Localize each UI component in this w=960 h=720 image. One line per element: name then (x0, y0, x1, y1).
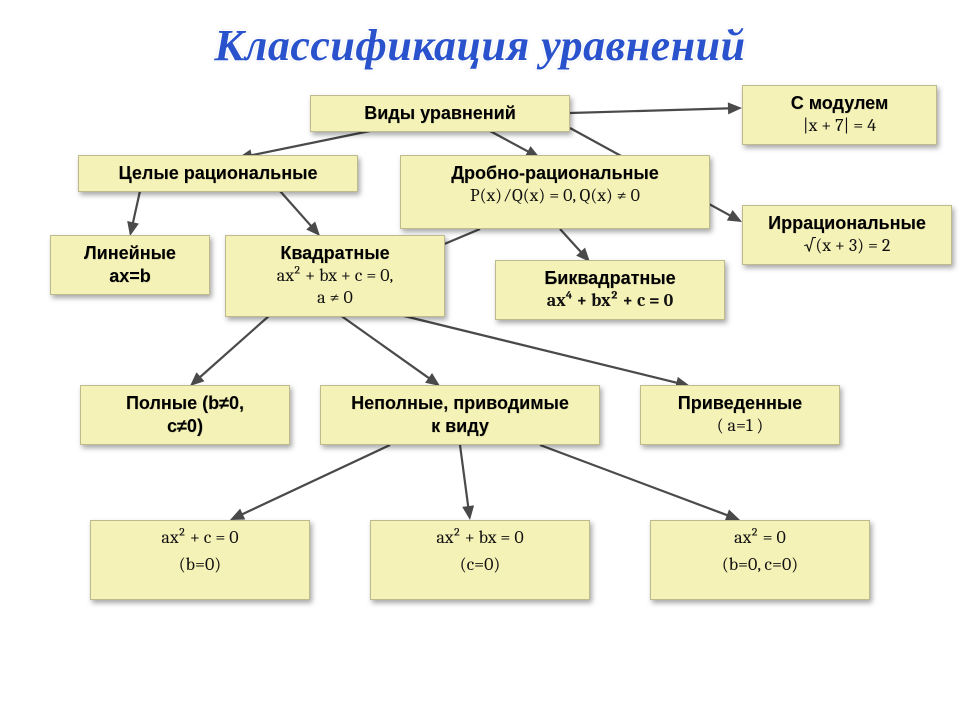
edge-line (197, 315, 270, 379)
node-label: Линейные (61, 242, 199, 265)
edge-line (239, 445, 390, 516)
node-linear: Линейныеax=b (50, 235, 210, 295)
node-modul: С модулем|x + 7| = 4 (742, 85, 937, 145)
edge-line (280, 191, 313, 229)
node-irrac: Иррациональные√(x + 3) = 2 (742, 205, 952, 265)
edge-line (490, 131, 531, 153)
node-formula: √(x + 3) = 2 (753, 235, 941, 258)
node-label: Биквадратные (506, 267, 714, 290)
node-formula: ax⁴ + bx² + c = 0 (506, 290, 714, 313)
node-label: Иррациональные (753, 212, 941, 235)
node-label: c≠0) (91, 415, 279, 438)
edge-arrowhead (127, 221, 139, 236)
node-inc2: ax² + bx = 0 (c=0) (370, 520, 590, 600)
node-label: Виды уравнений (321, 102, 559, 125)
edge-arrowhead (727, 210, 742, 222)
edge-line (132, 191, 140, 226)
node-formula: a ≠ 0 (236, 287, 434, 310)
node-formula: ax² + bx + c = 0, (236, 265, 434, 288)
edge-line (560, 229, 583, 255)
edge-line (400, 315, 680, 384)
edge-line (340, 315, 432, 380)
edge-arrowhead (190, 372, 204, 386)
node-label: Неполные, приводимые (331, 392, 589, 415)
node-root: Виды уравнений (310, 95, 570, 132)
node-full: Полные (b≠0,c≠0) (80, 385, 290, 445)
edge-line (460, 445, 469, 510)
node-biquad: Биквадратныеax⁴ + bx² + c = 0 (495, 260, 725, 320)
node-label: ax=b (61, 265, 199, 288)
node-formula: ax² + bx = 0 (381, 527, 579, 550)
node-whole: Целые рациональные (78, 155, 358, 192)
edge-arrowhead (728, 102, 742, 114)
node-inc1: ax² + c = 0 (b=0) (90, 520, 310, 600)
node-formula: ax² + c = 0 (101, 527, 299, 550)
edge-arrowhead (462, 505, 474, 520)
node-reduced: Приведенные( a=1 ) (640, 385, 840, 445)
node-label: Дробно-рациональные (411, 162, 699, 185)
node-incomplete: Неполные, приводимыек виду (320, 385, 600, 445)
node-label: Квадратные (236, 242, 434, 265)
node-sub: (b=0, c=0) (661, 554, 859, 577)
page-title: Классификация уравнений (0, 20, 960, 71)
edge-line (570, 108, 732, 113)
edge-arrowhead (306, 222, 320, 236)
node-frac: Дробно-рациональныеP(x)⁄Q(x) = 0, Q(x) ≠… (400, 155, 710, 229)
node-formula: ( a=1 ) (651, 415, 829, 438)
node-label: Приведенные (651, 392, 829, 415)
node-label: к виду (331, 415, 589, 438)
edge-line (540, 445, 731, 517)
node-quad: Квадратныеax² + bx + c = 0,a ≠ 0 (225, 235, 445, 317)
edge-line (248, 131, 370, 156)
node-formula: P(x)⁄Q(x) = 0, Q(x) ≠ 0 (411, 185, 699, 208)
edge-line (439, 229, 480, 246)
node-label: Полные (b≠0, (91, 392, 279, 415)
node-inc3: ax² = 0 (b=0, c=0) (650, 520, 870, 600)
node-formula: |x + 7| = 4 (753, 115, 926, 138)
node-sub: (c=0) (381, 554, 579, 577)
node-label: Целые рациональные (89, 162, 347, 185)
node-sub: (b=0) (101, 554, 299, 577)
edge-arrowhead (230, 509, 245, 520)
node-label: С модулем (753, 92, 926, 115)
node-formula: ax² = 0 (661, 527, 859, 550)
